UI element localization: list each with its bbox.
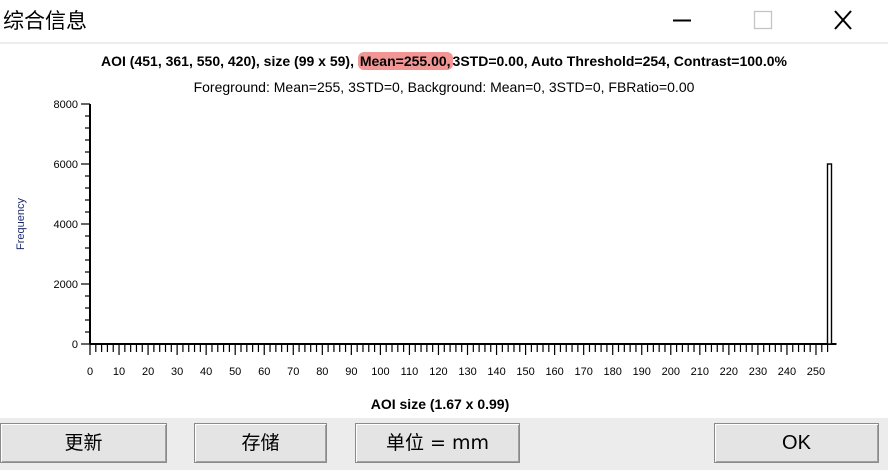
y-tick-label: 4000 bbox=[54, 219, 78, 231]
x-tick-label: 200 bbox=[662, 366, 680, 378]
x-tick-label: 90 bbox=[345, 366, 357, 378]
y-tick-label: 8000 bbox=[54, 99, 78, 111]
close-icon bbox=[834, 10, 852, 30]
y-tick-label: 0 bbox=[72, 339, 78, 351]
x-tick-label: 220 bbox=[720, 366, 738, 378]
threshold-info: 3STD=0.00, Auto Threshold=254, Contrast=… bbox=[452, 53, 787, 69]
x-tick-label: 30 bbox=[171, 366, 183, 378]
x-tick-label: 10 bbox=[113, 366, 125, 378]
x-tick-label: 100 bbox=[371, 366, 389, 378]
x-tick-label: 130 bbox=[458, 366, 476, 378]
x-tick-label: 250 bbox=[807, 366, 825, 378]
x-tick-label: 190 bbox=[633, 366, 651, 378]
window-title: 综合信息 bbox=[3, 9, 87, 33]
ok-button[interactable]: OK bbox=[714, 423, 879, 463]
aoi-info: AOI (451, 361, 550, 420), size (99 x 59)… bbox=[101, 53, 354, 69]
x-tick-label: 170 bbox=[574, 366, 592, 378]
save-button[interactable]: 存储 bbox=[194, 423, 327, 463]
histogram-bar bbox=[826, 163, 833, 345]
title-bar: 综合信息 bbox=[0, 0, 888, 42]
x-tick-label: 240 bbox=[778, 366, 796, 378]
maximize-icon bbox=[753, 10, 773, 30]
maximize-button[interactable] bbox=[732, 0, 792, 42]
x-tick-label: 40 bbox=[200, 366, 212, 378]
x-tick-label: 180 bbox=[604, 366, 622, 378]
mean-highlight: Mean=255.00, bbox=[357, 52, 453, 70]
y-tick-label: 2000 bbox=[54, 279, 78, 291]
x-tick-label: 20 bbox=[142, 366, 154, 378]
x-tick-label: 120 bbox=[429, 366, 447, 378]
x-tick-label: 150 bbox=[516, 366, 534, 378]
x-tick-label: 230 bbox=[749, 366, 767, 378]
x-tick-label: 140 bbox=[487, 366, 505, 378]
close-button[interactable] bbox=[813, 0, 873, 42]
x-tick-label: 210 bbox=[691, 366, 709, 378]
minimize-button[interactable] bbox=[652, 0, 712, 42]
x-tick-label: 50 bbox=[229, 366, 241, 378]
y-axis-label: Frequency bbox=[15, 198, 27, 250]
x-tick-label: 70 bbox=[287, 366, 299, 378]
x-tick-label: 60 bbox=[258, 366, 270, 378]
foreground-background-line: Foreground: Mean=255, 3STD=0, Background… bbox=[193, 79, 695, 95]
refresh-button[interactable]: 更新 bbox=[0, 423, 167, 463]
x-tick-label: 80 bbox=[316, 366, 328, 378]
x-tick-label: 160 bbox=[545, 366, 563, 378]
x-tick-label: 110 bbox=[401, 366, 419, 378]
x-tick-label: 0 bbox=[87, 366, 93, 378]
histogram-panel bbox=[0, 44, 888, 418]
aoi-stats-line: AOI (451, 361, 550, 420), size (99 x 59)… bbox=[0, 52, 888, 70]
unit-button[interactable]: 单位 = mm bbox=[355, 423, 520, 463]
x-axis-label: AOI size (1.67 x 0.99) bbox=[371, 396, 510, 412]
y-tick-label: 6000 bbox=[54, 159, 78, 171]
minimize-icon bbox=[673, 19, 691, 22]
